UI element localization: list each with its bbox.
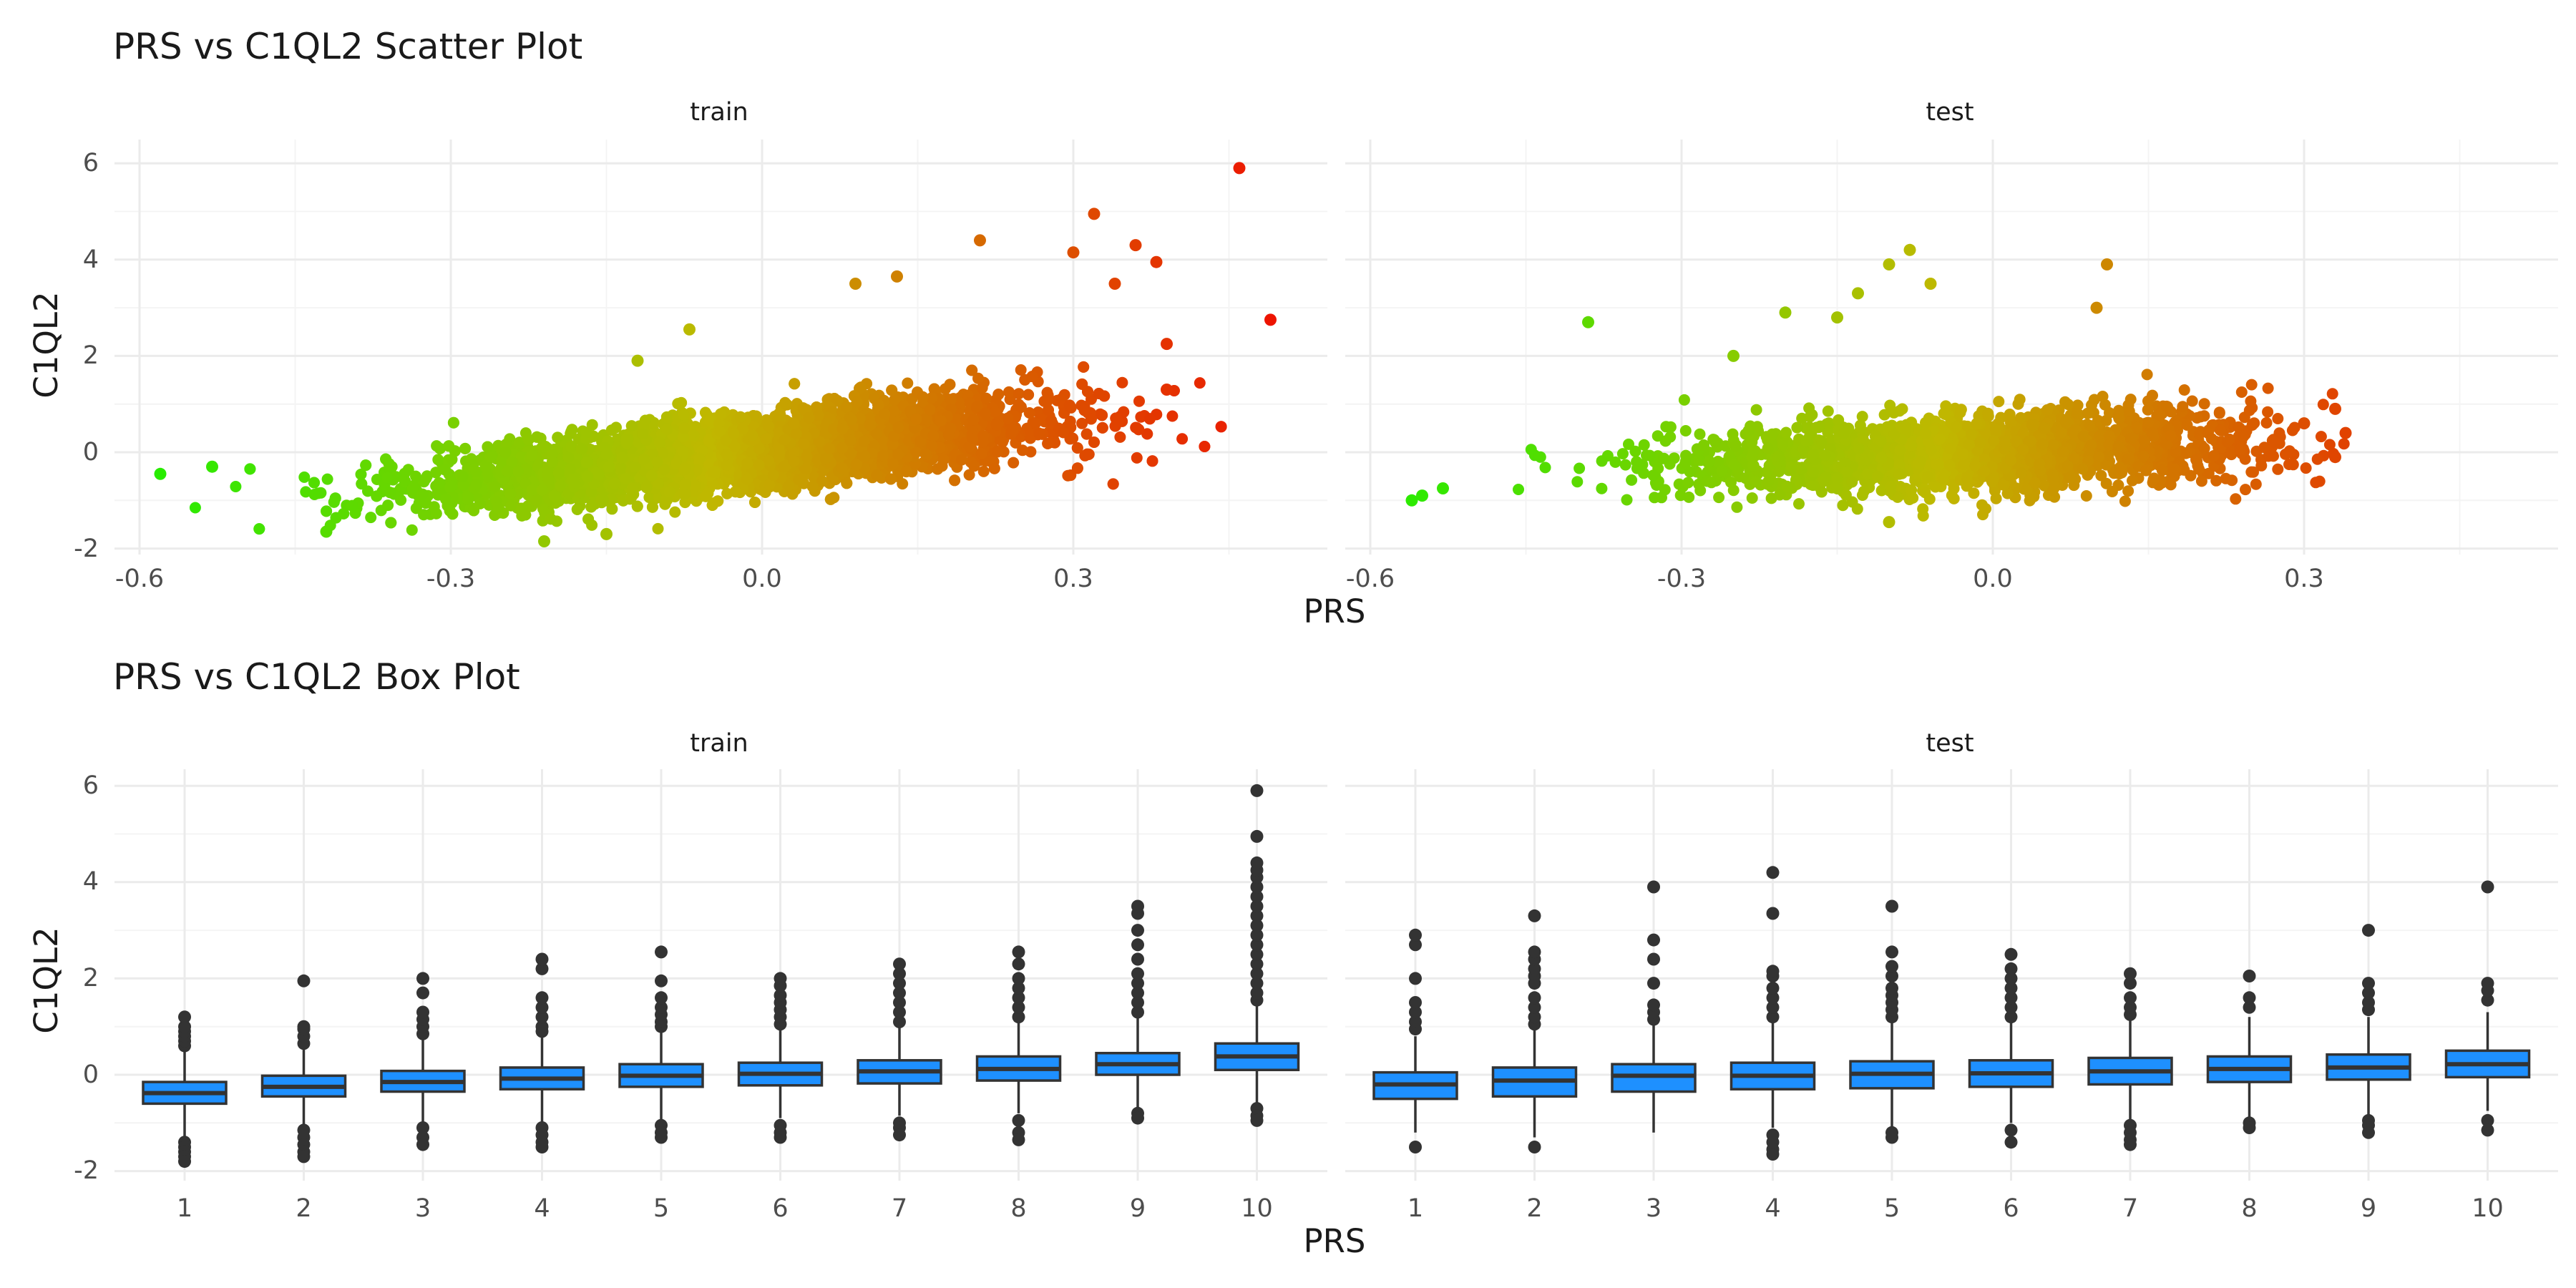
scatter-train-point bbox=[230, 481, 242, 492]
scatter-strip-test: test bbox=[1926, 98, 1974, 127]
scatter-train-point bbox=[605, 424, 618, 436]
scatter-train-point bbox=[300, 486, 312, 498]
scatter-train-point bbox=[1076, 417, 1088, 429]
scatter-train-point bbox=[356, 478, 368, 490]
scatter-train-point bbox=[1143, 413, 1156, 425]
scatter-train-point bbox=[382, 499, 394, 512]
scatter-train-point bbox=[884, 473, 897, 485]
scatter-train-point bbox=[418, 509, 430, 521]
scatter-train-point bbox=[1194, 377, 1206, 389]
scatter-train-point bbox=[1133, 395, 1145, 407]
scatter-train-point bbox=[582, 513, 595, 525]
scatter-train-point bbox=[1215, 421, 1227, 433]
scatter-train-point bbox=[966, 364, 978, 376]
scatter-train-point bbox=[244, 463, 256, 475]
scatter-train-point bbox=[1015, 364, 1027, 376]
scatter-train-point bbox=[459, 442, 472, 454]
scatter-train-point bbox=[298, 471, 311, 483]
scatter-train-point bbox=[360, 459, 372, 472]
scatter-train-point bbox=[444, 504, 456, 517]
scatter-train-point bbox=[1008, 457, 1020, 469]
scatter-train-points bbox=[154, 162, 1277, 547]
scatter-train-point bbox=[1146, 455, 1158, 467]
scatter-train-point bbox=[1002, 412, 1014, 424]
scatter-strip-train: train bbox=[690, 98, 748, 127]
scatter-train-point bbox=[410, 470, 421, 482]
scatter-train-point bbox=[1131, 452, 1143, 464]
scatter-train-point bbox=[669, 506, 681, 518]
scatter-train-point bbox=[1135, 411, 1147, 423]
scatter-train-point bbox=[1017, 444, 1028, 457]
scatter-train-point bbox=[976, 382, 988, 394]
scatter-train-point bbox=[972, 372, 984, 384]
scatter-train-point bbox=[253, 523, 265, 535]
scatter-train-point bbox=[406, 524, 418, 536]
scatter-train-point bbox=[900, 466, 912, 478]
scatter-train-point bbox=[1166, 410, 1179, 422]
scatter-train-point bbox=[406, 483, 419, 495]
scatter-train-point bbox=[1096, 421, 1108, 434]
scatter-train-point bbox=[652, 522, 664, 535]
scatter-train-point bbox=[1023, 389, 1035, 401]
scatter-train-point bbox=[606, 503, 618, 515]
scatter-train-point bbox=[977, 465, 990, 477]
scatter-train-point bbox=[189, 502, 201, 514]
scatter-train-point bbox=[321, 473, 333, 485]
scatter-train-grid bbox=[114, 140, 1327, 555]
scatter-train-point bbox=[1116, 376, 1128, 389]
scatter-train-point bbox=[779, 396, 791, 409]
scatter-train-point bbox=[365, 512, 377, 524]
scatter-train-point bbox=[383, 458, 395, 469]
scatter-train-point bbox=[433, 477, 445, 489]
scatter-train-point bbox=[1176, 433, 1189, 445]
scatter-train-point bbox=[308, 489, 321, 500]
scatter-train-point bbox=[1015, 401, 1027, 413]
scatter-train-point bbox=[447, 416, 459, 429]
scatter-train-point bbox=[902, 377, 914, 389]
scatter-train-point bbox=[1023, 407, 1035, 419]
scatter-train-point bbox=[432, 454, 444, 466]
scatter-train-point bbox=[646, 501, 658, 513]
scatter-plot-title: PRS vs C1QL2 Scatter Plot bbox=[113, 26, 582, 67]
scatter-train-point bbox=[789, 378, 801, 390]
scatter-train-point bbox=[625, 420, 638, 432]
scatter-train-point bbox=[1114, 431, 1126, 443]
scatter-train-point bbox=[355, 468, 367, 480]
scatter-train-point bbox=[944, 379, 956, 391]
scatter-train-point bbox=[1003, 386, 1015, 398]
